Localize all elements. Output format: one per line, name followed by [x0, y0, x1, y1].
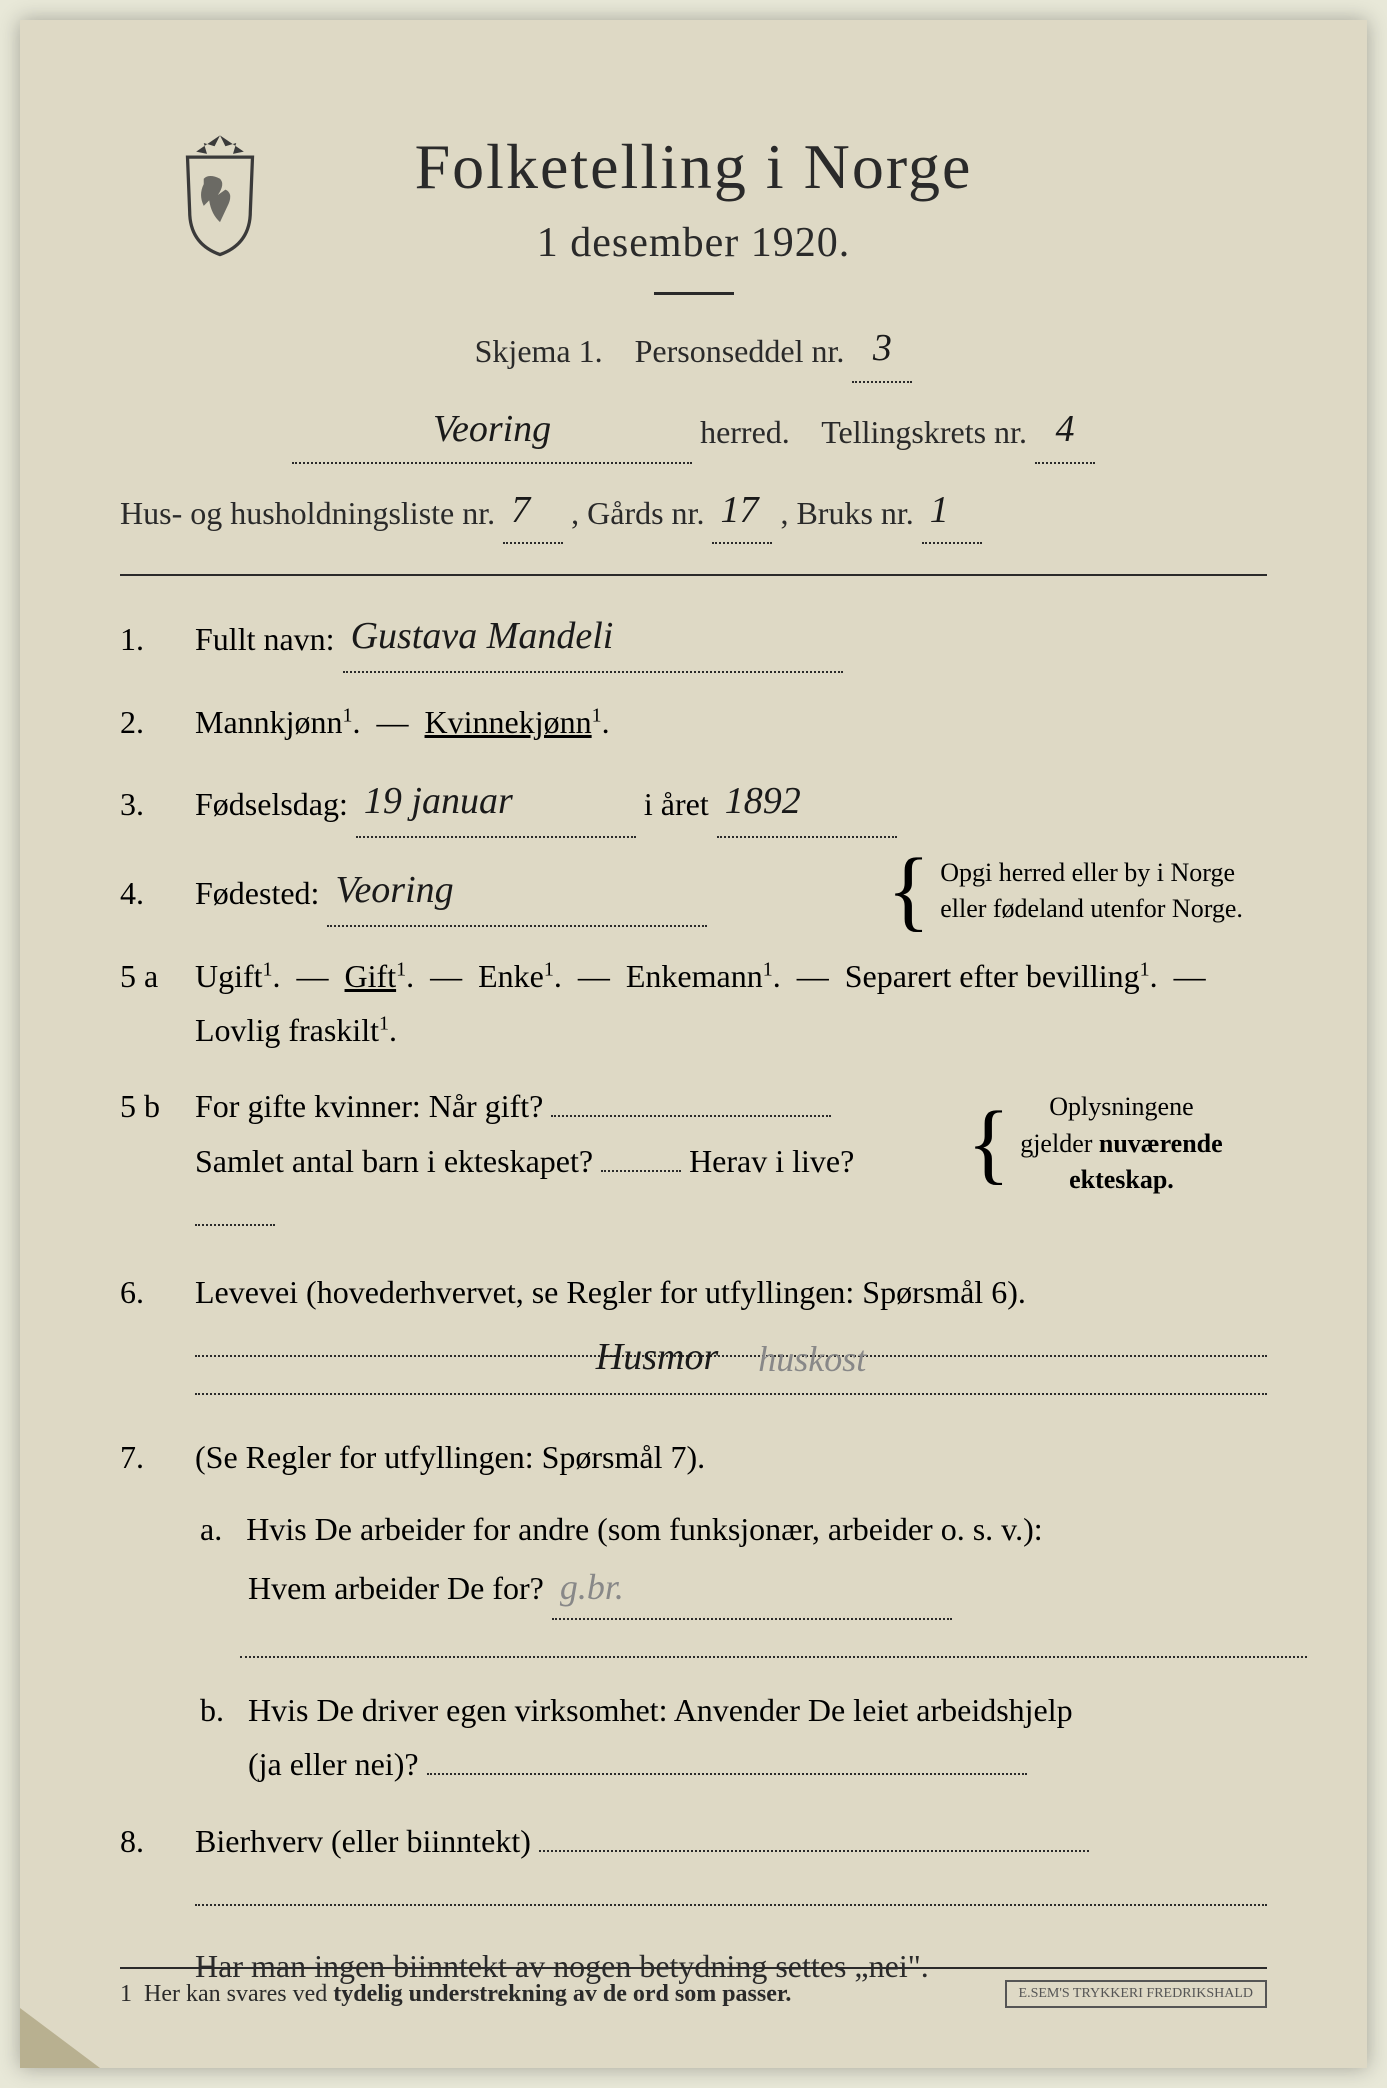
q4-row: 4. Fødested: Veoring { Opgi herred eller… — [120, 860, 1267, 927]
q6-label: Levevei (hovederhvervet, se Regler for u… — [195, 1274, 1026, 1310]
title-divider — [654, 292, 734, 295]
herred-value: Veoring — [433, 408, 551, 450]
q1-label: Fullt navn: — [195, 621, 335, 657]
q5b-note3: ekteskap. — [1069, 1165, 1174, 1194]
q6-num: 6. — [120, 1274, 170, 1311]
q3-year-label: i året — [644, 786, 709, 822]
q8-row: 8. Bierhverv (eller biinntekt) — [120, 1814, 1267, 1906]
q5a-num: 5 a — [120, 958, 170, 995]
herred-line: Veoring herred. Tellingskrets nr. 4 — [120, 401, 1267, 464]
q2-opt2: Kvinnekjønn — [425, 704, 592, 740]
herred-label: herred. — [700, 414, 790, 450]
hus-line: Hus- og husholdningsliste nr. 7 , Gårds … — [120, 482, 1267, 545]
q7b-q: (ja eller nei)? — [248, 1746, 419, 1782]
q7b-text: Hvis De driver egen virksomhet: Anvender… — [248, 1692, 1073, 1728]
q2-opt1: Mannkjønn — [195, 704, 343, 740]
bruks-label: , Bruks nr. — [780, 495, 913, 531]
q4-label: Fødested: — [195, 875, 319, 911]
q5a-opt4: Enkemann — [626, 958, 763, 994]
printer-stamp: E.SEM'S TRYKKERI FREDRIKSHALD — [1005, 1980, 1267, 2008]
q5b-note2: gjelder nuværende — [1020, 1129, 1222, 1158]
q7a-label: a. — [200, 1511, 222, 1547]
gards-label: , Gårds nr. — [571, 495, 704, 531]
q7-row: 7. (Se Regler for utfyllingen: Spørsmål … — [120, 1430, 1267, 1484]
tellingskrets-label: Tellingskrets nr. — [821, 414, 1027, 450]
person-nr-value: 3 — [873, 327, 892, 369]
q6-value1: Husmor — [596, 1336, 718, 1378]
q5a-row: 5 a Ugift1. — Gift1. — Enke1. — Enkemann… — [120, 949, 1267, 1058]
q5b-label1: For gifte kvinner: Når gift? — [195, 1088, 543, 1124]
q1-num: 1. — [120, 621, 170, 658]
q1-value: Gustava Mandeli — [351, 615, 614, 657]
schema-label: Skjema 1. — [475, 333, 603, 369]
footer-divider — [120, 1967, 1267, 1969]
section-divider — [120, 574, 1267, 576]
document-date: 1 desember 1920. — [120, 219, 1267, 267]
q3-label: Fødselsdag: — [195, 786, 348, 822]
q5b-row: 5 b For gifte kvinner: Når gift? Samlet … — [120, 1079, 1267, 1242]
q7a-value: g.br. — [560, 1567, 624, 1607]
q4-note: { Opgi herred eller by i Norge eller fød… — [887, 855, 1267, 928]
q7b-row: b. Hvis De driver egen virksomhet: Anven… — [200, 1683, 1267, 1792]
q7a-text: Hvis De arbeider for andre (som funksjon… — [246, 1511, 1042, 1547]
q5a-opt1: Ugift — [195, 958, 263, 994]
q1-row: 1. Fullt navn: Gustava Mandeli — [120, 606, 1267, 673]
q6-value2: huskost — [758, 1339, 866, 1379]
q8-label: Bierhverv (eller biinntekt) — [195, 1823, 531, 1859]
q4-value: Veoring — [335, 869, 453, 911]
q5b-note1: Oplysningene — [1049, 1092, 1193, 1121]
q7a-row: a. Hvis De arbeider for andre (som funks… — [200, 1502, 1267, 1658]
bruks-nr-value: 1 — [930, 489, 949, 531]
tellingskrets-value: 4 — [1055, 408, 1074, 450]
q5a-opt2: Gift — [345, 958, 397, 994]
q5b-label2: Samlet antal barn i ekteskapet? — [195, 1143, 593, 1179]
q8-num: 8. — [120, 1823, 170, 1860]
gards-nr-value: 17 — [720, 489, 758, 531]
corner-fold-icon — [20, 2008, 100, 2068]
q5a-opt6: Lovlig fraskilt — [195, 1012, 379, 1048]
q2-num: 2. — [120, 704, 170, 741]
schema-line: Skjema 1. Personseddel nr. 3 — [120, 320, 1267, 383]
q7a-q: Hvem arbeider De for? — [248, 1570, 544, 1606]
census-form-document: Folketelling i Norge 1 desember 1920. Sk… — [20, 20, 1367, 2068]
q7b-label: b. — [200, 1692, 224, 1728]
q3-row: 3. Fødselsdag: 19 januar i året 1892 — [120, 771, 1267, 838]
q5b-note: { Oplysningene gjelder nuværende ekteska… — [967, 1089, 1267, 1198]
q6-row: 6. Levevei (hovederhvervet, se Regler fo… — [120, 1265, 1267, 1395]
q7-num: 7. — [120, 1439, 170, 1476]
q4-note1: Opgi herred eller by i Norge — [940, 858, 1235, 887]
hus-label: Hus- og husholdningsliste nr. — [120, 495, 495, 531]
q3-year: 1892 — [725, 780, 801, 822]
q3-day: 19 januar — [364, 780, 513, 822]
q2-row: 2. Mannkjønn1. — Kvinnekjønn1. — [120, 695, 1267, 749]
hus-nr-value: 7 — [511, 489, 530, 531]
q5a-opt5: Separert efter bevilling — [845, 958, 1140, 994]
q4-num: 4. — [120, 875, 170, 912]
document-title: Folketelling i Norge — [120, 130, 1267, 204]
q5b-label3: Herav i live? — [689, 1143, 854, 1179]
q5a-opt3: Enke — [478, 958, 544, 994]
royal-crest-icon — [165, 130, 275, 260]
person-label: Personseddel nr. — [635, 333, 845, 369]
q5b-num: 5 b — [120, 1088, 170, 1125]
q4-note2: eller fødeland utenfor Norge. — [940, 894, 1243, 923]
q7-label: (Se Regler for utfyllingen: Spørsmål 7). — [195, 1439, 705, 1475]
q3-num: 3. — [120, 786, 170, 823]
